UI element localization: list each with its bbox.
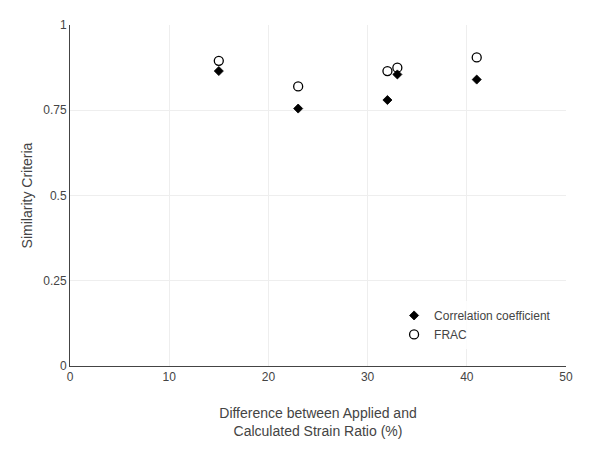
svg-text:1: 1 — [60, 18, 67, 32]
svg-text:Difference between Applied and: Difference between Applied andCalculated… — [219, 405, 416, 439]
svg-text:0.25: 0.25 — [43, 274, 67, 288]
svg-text:30: 30 — [361, 370, 375, 384]
svg-text:0.75: 0.75 — [43, 103, 67, 117]
svg-text:10: 10 — [163, 370, 177, 384]
svg-text:0: 0 — [67, 370, 74, 384]
svg-text:40: 40 — [460, 370, 474, 384]
svg-text:20: 20 — [262, 370, 276, 384]
svg-text:50: 50 — [559, 370, 573, 384]
svg-text:FRAC: FRAC — [434, 328, 467, 342]
svg-text:0: 0 — [60, 359, 67, 373]
svg-text:Similarity Criteria: Similarity Criteria — [19, 142, 35, 248]
svg-text:0.5: 0.5 — [50, 189, 67, 203]
svg-text:Correlation coefficient: Correlation coefficient — [434, 309, 551, 323]
